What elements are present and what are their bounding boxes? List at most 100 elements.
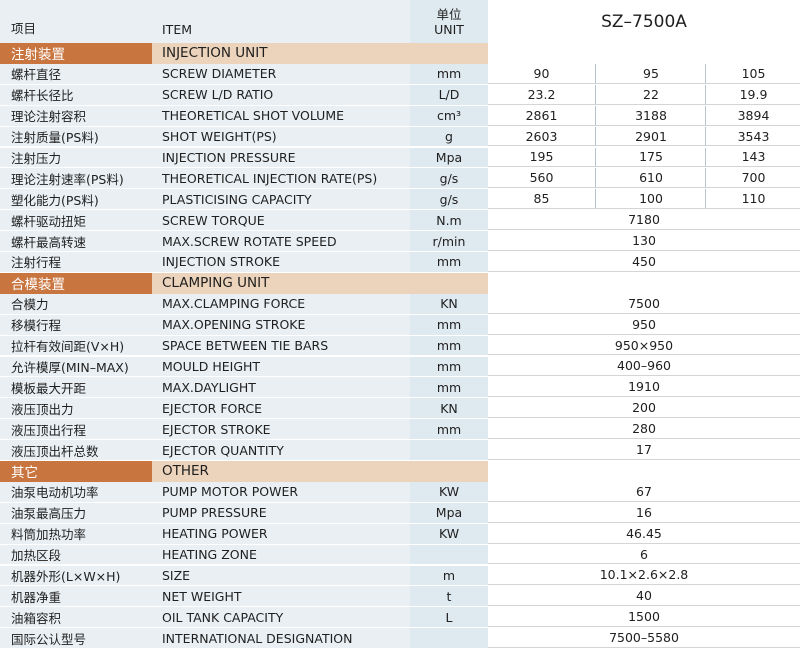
param-name-cn: 塑化能力(PS料) [0,189,152,210]
param-value: 143 [705,147,800,168]
param-name-cn: 螺杆长径比 [0,84,152,105]
param-value: 22 [595,84,706,105]
param-value: 1500 [488,607,800,628]
table-row: 螺杆直径 SCREW DIAMETER mm 90 95 105 [0,63,800,85]
table-row: 油泵最高压力 PUMP PRESSURE Mpa 16 [0,502,800,524]
param-unit: mm [410,314,488,335]
param-unit: L [410,607,488,628]
param-value: 700 [705,168,800,189]
param-name-en: EJECTOR QUANTITY [152,440,410,460]
table-row: 机器外形(L×W×H) SIZE m 10.1×2.6×2.8 [0,565,800,587]
param-name-cn: 拉杆有效间距(V×H) [0,335,152,356]
param-value: 3188 [595,105,706,126]
table-row: 国际公认型号 INTERNATIONAL DESIGNATION 7500–5580 [0,628,800,649]
table-row: 拉杆有效间距(V×H) SPACE BETWEEN TIE BARS mm 950×9… [0,335,800,357]
param-name-en: PUMP MOTOR POWER [152,481,410,502]
param-value: 16 [488,502,800,523]
param-unit: N.m [410,210,488,231]
table-row: 液压顶出杆总数 EJECTOR QUANTITY 17 [0,440,800,461]
table-row: 加热区段 HEATING ZONE 6 [0,544,800,566]
param-name-en: MOULD HEIGHT [152,356,410,377]
table-row: 理论注射容积 THEORETICAL SHOT VOLUME cm³ 2861 3188… [0,105,800,127]
param-value: 400–960 [488,356,800,377]
param-unit: KN [410,293,488,314]
param-value: 200 [488,398,800,419]
param-name-en: PUMP PRESSURE [152,502,410,523]
param-value: 3543 [705,126,800,147]
param-name-en: MAX.SCREW ROTATE SPEED [152,231,410,251]
param-unit [410,628,488,649]
param-unit: mm [410,63,488,84]
param-value: 10.1×2.6×2.8 [488,565,800,586]
header-unit: 单位 UNIT [410,0,488,43]
table-row: 液压顶出力 EJECTOR FORCE KN 200 [0,398,800,420]
param-name-en: THEORETICAL SHOT VOLUME [152,105,410,126]
param-name-cn: 料筒加热功率 [0,523,152,544]
section-title-cn: 注射装置 [0,43,152,64]
param-name-cn: 机器净重 [0,586,152,607]
param-unit: g [410,126,488,147]
table-row: 机器净重 NET WEIGHT t 40 [0,586,800,608]
param-name-en: INTERNATIONAL DESIGNATION [152,628,410,649]
param-value: 110 [705,189,800,210]
param-unit: mm [410,335,488,356]
param-name-cn: 允许模厚(MIN–MAX) [0,356,152,377]
param-name-en: PLASTICISING CAPACITY [152,189,410,210]
param-name-en: INJECTION STROKE [152,252,410,272]
param-unit: mm [410,356,488,377]
param-unit [410,440,488,460]
param-value: 90 [488,63,595,84]
param-unit: r/min [410,231,488,251]
param-unit: mm [410,419,488,440]
param-value: 175 [595,147,706,168]
param-name-cn: 理论注射容积 [0,105,152,126]
param-name-cn: 液压顶出行程 [0,419,152,440]
param-name-cn: 机器外形(L×W×H) [0,565,152,586]
table-row: 注射行程 INJECTION STROKE mm 450 [0,252,800,273]
param-unit: mm [410,252,488,272]
param-name-cn: 液压顶出杆总数 [0,440,152,460]
section-header: 注射装置 INJECTION UNIT [0,43,800,64]
param-name-en: SPACE BETWEEN TIE BARS [152,335,410,356]
header-unit-cn: 单位 [436,6,462,22]
param-name-en: MAX.OPENING STROKE [152,314,410,335]
param-value: 40 [488,586,800,607]
param-name-cn: 液压顶出力 [0,398,152,419]
table-row: 螺杆长径比 SCREW L/D RATIO L/D 23.2 22 19.9 [0,84,800,106]
param-name-cn: 国际公认型号 [0,628,152,649]
table-row: 液压顶出行程 EJECTOR STROKE mm 280 [0,419,800,441]
param-value: 950 [488,314,800,335]
section-title-en: OTHER [152,461,488,482]
table-row: 螺杆驱动扭矩 SCREW TORQUE N.m 7180 [0,210,800,232]
param-value: 7500–5580 [488,628,800,649]
param-unit: L/D [410,84,488,105]
param-name-cn: 理论注射速率(PS料) [0,168,152,189]
param-unit: KN [410,398,488,419]
param-name-en: INJECTION PRESSURE [152,147,410,168]
param-name-en: SCREW TORQUE [152,210,410,231]
param-name-cn: 油泵最高压力 [0,502,152,523]
param-unit: g/s [410,168,488,189]
model-name: SZ–7500A [488,0,800,43]
param-value: 85 [488,189,595,210]
param-name-en: SHOT WEIGHT(PS) [152,126,410,147]
table-row: 塑化能力(PS料) PLASTICISING CAPACITY g/s 85 100 11… [0,189,800,211]
param-name-cn: 注射压力 [0,147,152,168]
param-name-cn: 油箱容积 [0,607,152,628]
param-unit: m [410,565,488,586]
param-name-en: MAX.CLAMPING FORCE [152,293,410,314]
param-name-cn: 螺杆直径 [0,63,152,84]
table-row: 允许模厚(MIN–MAX) MOULD HEIGHT mm 400–960 [0,356,800,378]
param-value: 560 [488,168,595,189]
param-value: 7180 [488,210,800,231]
table-row: 油箱容积 OIL TANK CAPACITY L 1500 [0,607,800,629]
param-value: 2861 [488,105,595,126]
param-value: 7500 [488,293,800,314]
header-item-en: ITEM [152,0,410,43]
table-row: 注射质量(PS料) SHOT WEIGHT(PS) g 2603 2901 3543 [0,126,800,148]
param-unit: g/s [410,189,488,210]
param-unit: Mpa [410,147,488,168]
param-value: 19.9 [705,84,800,105]
param-name-cn: 注射质量(PS料) [0,126,152,147]
table-row: 料筒加热功率 HEATING POWER KW 46.45 [0,523,800,545]
